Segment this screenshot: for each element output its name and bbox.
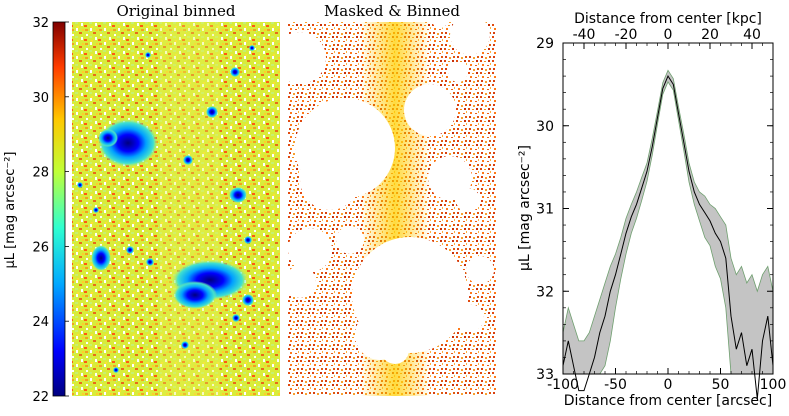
profile-line <box>562 75 774 399</box>
colorbar-label: μL [mag arcsec⁻²] <box>3 152 18 269</box>
galaxy-blob <box>230 67 240 77</box>
colorbar-tick-label: 32 <box>32 16 49 31</box>
x-tick-label: -50 <box>604 377 627 393</box>
top-tick-label: 0 <box>664 27 673 43</box>
galaxy-blob <box>232 314 240 322</box>
galaxy-blob <box>244 236 252 244</box>
y-tick-label: 32 <box>536 284 554 300</box>
x-tick-label: 100 <box>760 377 787 393</box>
top-ticks: -40 -20 0 20 40 <box>562 27 774 49</box>
profile-plot: -100 -50 0 50 100 -40 -20 0 20 40 29 30 31 32 33 Dis… <box>517 11 786 409</box>
panel-title-masked: Masked & Binned <box>324 2 460 20</box>
galaxy-blob <box>206 106 218 118</box>
galaxy-blob <box>183 155 193 165</box>
mask-circles <box>288 22 494 364</box>
galaxy-blob <box>173 281 217 309</box>
top-tick-label: -40 <box>573 27 596 43</box>
galaxy-blob <box>126 246 134 254</box>
colorbar-tick-label: 26 <box>32 240 49 255</box>
galaxy-blob <box>181 341 189 349</box>
top-tick-label: 40 <box>743 27 761 43</box>
original-image <box>72 22 280 396</box>
galaxy-blob <box>249 45 255 51</box>
galaxy-blob <box>145 52 151 58</box>
original-diffuse-light <box>160 22 220 396</box>
y-tick-label: 33 <box>536 367 554 383</box>
x-tick-label: 50 <box>712 377 730 393</box>
masked-binned-panel: Masked & Binned <box>288 2 496 396</box>
y-axis-label: μL [mag arcsec⁻²] <box>517 145 533 271</box>
panel-title-original: Original binned <box>116 2 235 20</box>
galaxy-blob <box>146 258 154 266</box>
galaxy-blob <box>77 182 83 188</box>
galaxy-blob <box>242 294 254 306</box>
galaxy-blob <box>93 207 99 213</box>
galaxy-blob <box>113 367 119 373</box>
colorbar-tick-label: 28 <box>32 166 49 181</box>
colorbar-tick-label: 24 <box>32 315 49 330</box>
colorbar-tick-label: 22 <box>32 390 49 405</box>
galaxy-blob <box>229 187 247 203</box>
colorbar-ticks: 22 24 26 28 30 32 <box>32 16 69 405</box>
y-tick-label: 30 <box>536 119 554 135</box>
original-binned-panel: Original binned <box>72 2 280 396</box>
galaxy-blob <box>98 129 118 147</box>
galaxy-blob <box>91 245 111 271</box>
y-ticks: 29 30 31 32 33 <box>536 36 773 383</box>
colorbar: 22 24 26 28 30 32 μL [mag arcsec⁻²] <box>3 16 69 405</box>
colorbar-tick-label: 30 <box>32 91 49 106</box>
top-axis-label: Distance from center [kpc] <box>574 11 762 27</box>
top-tick-label: 20 <box>701 27 719 43</box>
x-tick-label: 0 <box>664 377 673 393</box>
colorbar-gradient <box>52 21 66 397</box>
y-tick-label: 29 <box>536 36 554 52</box>
top-tick-label: -20 <box>615 27 638 43</box>
x-axis-label: Distance from center [arcsec] <box>564 393 772 409</box>
y-tick-label: 31 <box>536 202 554 218</box>
x-ticks: -100 -50 0 50 100 <box>547 368 786 393</box>
x-tick-label: -100 <box>547 377 579 393</box>
